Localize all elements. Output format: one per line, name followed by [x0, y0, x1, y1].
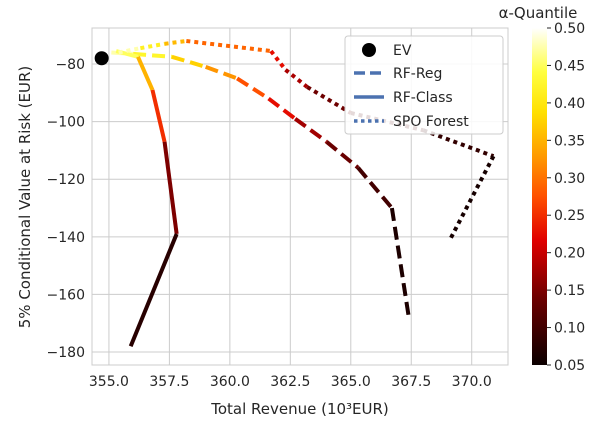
y-tick-labels: −80 −100 −120 −140 −160 −180 [47, 57, 85, 361]
series-segment [186, 38, 272, 54]
x-tick-label: 365.0 [331, 374, 371, 390]
x-tick-label: 355.0 [89, 374, 129, 390]
series-segment [356, 166, 394, 210]
series-segment [325, 140, 360, 170]
ev-point [94, 51, 109, 66]
series-segment [306, 85, 352, 115]
series-lines [111, 38, 496, 348]
series-segment [269, 49, 288, 71]
series-segment [293, 117, 328, 144]
legend-label-spo-forest: SPO Forest [393, 114, 469, 130]
colorbar-tick-label: 0.40 [554, 96, 585, 112]
x-tick-label: 360.0 [210, 374, 250, 390]
colorbar-tick-label: 0.10 [554, 321, 585, 337]
legend-label-rf-reg: RF-Reg [393, 66, 442, 82]
series-rf-reg [111, 50, 411, 318]
x-tick-label: 370.0 [452, 374, 492, 390]
y-tick-label: −100 [47, 115, 85, 131]
series-segment [164, 38, 187, 46]
x-tick-label: 367.5 [391, 374, 431, 390]
x-tick-label: 357.5 [149, 374, 189, 390]
y-tick-label: −180 [47, 345, 85, 361]
colorbar-tick-label: 0.05 [554, 358, 585, 374]
series-segment [136, 56, 155, 91]
legend: EV RF-Reg RF-Class SPO Forest [344, 35, 504, 135]
x-tick-labels: 355.0 357.5 360.0 362.5 365.0 367.5 370.0 [89, 374, 492, 390]
y-axis-label: 5% Conditional Value at Risk (EUR) [16, 66, 34, 329]
ev-point-layer [94, 51, 109, 66]
colorbar: 0.50 0.45 0.40 0.35 0.30 0.25 0.20 0.15 0.10 0.05… [499, 4, 586, 374]
legend-label-ev: EV [393, 43, 412, 59]
legend-label-rf-class: RF-Class [393, 90, 453, 106]
colorbar-tick-label: 0.15 [554, 283, 585, 299]
x-tick-label: 362.5 [270, 374, 310, 390]
colorbar-tick-labels: 0.50 0.45 0.40 0.35 0.30 0.25 0.20 0.15 0.10 0.05 [547, 21, 585, 374]
y-tick-label: −160 [47, 287, 85, 303]
y-tick-label: −80 [55, 57, 85, 73]
y-tick-label: −120 [47, 172, 85, 188]
legend-box [344, 35, 504, 135]
series-segment [162, 141, 179, 235]
series-segment [150, 89, 167, 143]
x-axis-label: Total Revenue (10³EUR) [210, 400, 389, 418]
series-segment [132, 51, 172, 59]
series-segment [236, 76, 270, 101]
colorbar-tick-label: 0.25 [554, 208, 585, 224]
colorbar-gradient [532, 28, 547, 365]
legend-ev-marker [362, 43, 376, 57]
series-spo-forest [118, 38, 496, 241]
series-segment [128, 233, 179, 348]
colorbar-tick-label: 0.45 [554, 58, 585, 74]
series-segment [171, 54, 207, 69]
colorbar-tick-label: 0.50 [554, 21, 585, 37]
colorbar-tick-label: 0.30 [554, 171, 585, 187]
series-segment [118, 46, 141, 55]
colorbar-tick-label: 0.35 [554, 133, 585, 149]
series-segment [204, 65, 238, 81]
series-rf-class [115, 49, 179, 348]
colorbar-title: α-Quantile [499, 4, 578, 22]
y-tick-label: −140 [47, 230, 85, 246]
colorbar-tick-label: 0.20 [554, 246, 585, 262]
series-segment [267, 96, 297, 121]
